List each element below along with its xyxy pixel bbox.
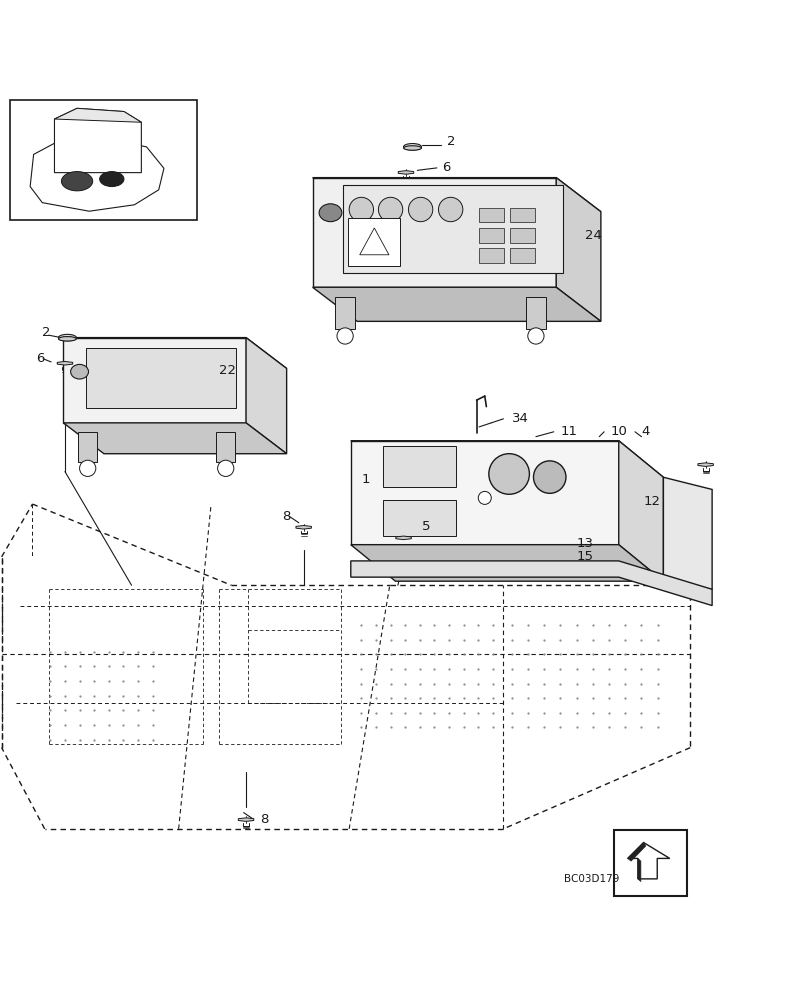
Polygon shape: [63, 338, 246, 423]
Polygon shape: [627, 843, 645, 861]
Text: 2: 2: [42, 326, 50, 339]
Bar: [383, 446, 456, 487]
Text: BC03D179: BC03D179: [564, 874, 619, 884]
Polygon shape: [86, 348, 236, 408]
Circle shape: [337, 328, 353, 344]
Polygon shape: [350, 441, 618, 545]
Polygon shape: [63, 423, 286, 454]
Bar: [343, 185, 562, 273]
Circle shape: [349, 197, 373, 222]
Ellipse shape: [403, 146, 421, 150]
Polygon shape: [350, 545, 663, 581]
Bar: [347, 218, 400, 266]
Text: 8: 8: [260, 813, 268, 826]
Polygon shape: [57, 361, 73, 365]
Circle shape: [533, 461, 565, 493]
Bar: [509, 208, 534, 222]
Bar: [509, 248, 534, 263]
Text: 34: 34: [511, 412, 528, 425]
Ellipse shape: [71, 364, 88, 379]
Text: 8: 8: [282, 510, 290, 523]
Polygon shape: [397, 171, 414, 174]
Text: 22: 22: [219, 364, 236, 377]
Polygon shape: [359, 228, 388, 255]
Bar: [478, 208, 503, 222]
Polygon shape: [395, 536, 411, 540]
Polygon shape: [30, 138, 164, 211]
Bar: [478, 248, 503, 263]
Circle shape: [217, 460, 234, 476]
Text: 4: 4: [641, 425, 649, 438]
Polygon shape: [350, 561, 711, 606]
Polygon shape: [312, 178, 600, 212]
Polygon shape: [78, 432, 97, 462]
Circle shape: [79, 460, 96, 476]
Ellipse shape: [403, 144, 421, 150]
Bar: [10, 100, 196, 220]
Text: 5: 5: [422, 520, 430, 533]
Polygon shape: [246, 338, 286, 454]
Text: 11: 11: [560, 425, 577, 438]
Polygon shape: [663, 477, 711, 589]
Text: 1: 1: [361, 473, 369, 486]
Text: 12: 12: [642, 495, 659, 508]
Text: 13: 13: [576, 537, 593, 550]
Ellipse shape: [62, 172, 92, 191]
Ellipse shape: [58, 334, 76, 341]
Circle shape: [438, 197, 462, 222]
Polygon shape: [526, 297, 545, 329]
Polygon shape: [295, 525, 311, 529]
Polygon shape: [312, 287, 600, 321]
Text: 10: 10: [610, 425, 627, 438]
Polygon shape: [556, 178, 600, 321]
Polygon shape: [312, 178, 556, 287]
Circle shape: [488, 454, 529, 494]
Polygon shape: [335, 297, 354, 329]
Bar: [383, 500, 456, 536]
Circle shape: [408, 197, 432, 222]
Text: 6: 6: [442, 161, 450, 174]
Ellipse shape: [58, 337, 76, 341]
Text: 24: 24: [584, 229, 601, 242]
Text: 15: 15: [576, 550, 593, 563]
Bar: [478, 228, 503, 243]
Polygon shape: [637, 858, 640, 882]
Polygon shape: [627, 843, 669, 879]
Circle shape: [527, 328, 543, 344]
Polygon shape: [54, 108, 141, 173]
Circle shape: [478, 491, 491, 504]
Polygon shape: [238, 818, 254, 821]
Ellipse shape: [319, 204, 341, 222]
Ellipse shape: [100, 172, 124, 187]
Polygon shape: [697, 463, 713, 466]
Text: 6: 6: [36, 352, 45, 365]
Polygon shape: [54, 108, 141, 122]
Polygon shape: [618, 441, 663, 581]
Polygon shape: [350, 441, 663, 477]
Circle shape: [378, 197, 402, 222]
Bar: [613, 830, 686, 896]
Polygon shape: [63, 338, 286, 368]
Polygon shape: [216, 432, 235, 462]
Bar: [509, 228, 534, 243]
Text: 2: 2: [446, 135, 454, 148]
